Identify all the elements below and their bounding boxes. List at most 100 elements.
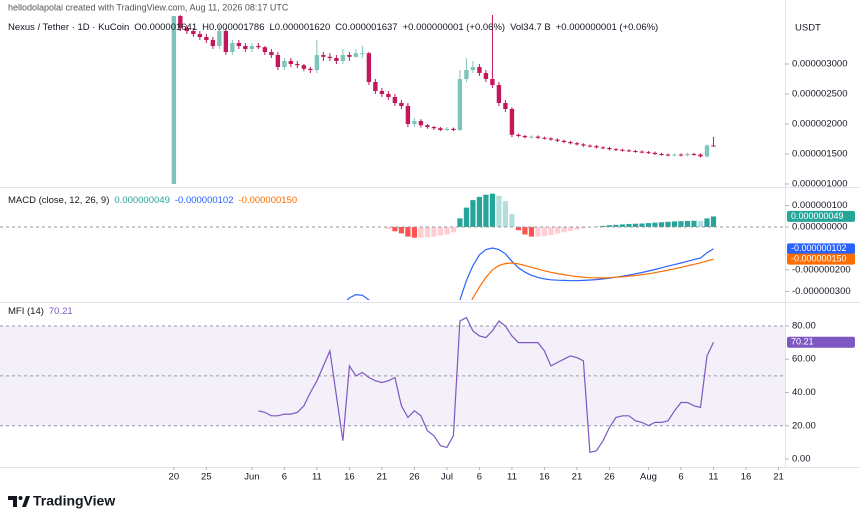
x-tick-label: 11 — [507, 472, 517, 483]
candle-body — [568, 141, 573, 144]
candle-body — [620, 149, 625, 151]
volume: Vol34.7 B — [510, 22, 551, 33]
candle-body — [626, 150, 632, 152]
macd-histogram-bar — [418, 226, 424, 238]
macd-histogram-bar — [639, 223, 645, 227]
x-tick-label: Jun — [244, 472, 259, 483]
candle-body — [548, 138, 554, 140]
x-tick-label: Jul — [441, 472, 453, 483]
ohlc-low: L0.000001620 — [269, 22, 330, 33]
candle-body — [438, 128, 443, 130]
logo-dot — [18, 496, 23, 500]
candle-body — [711, 145, 716, 147]
signal-last: -0.000000150 — [239, 195, 298, 206]
value-badge-label: -0.000000150 — [791, 254, 847, 264]
y-tick-label: 0.000000000 — [792, 221, 847, 232]
macd-histogram-bar — [476, 196, 483, 227]
x-tick-label: 11 — [709, 472, 719, 483]
macd-histogram-bar — [496, 195, 502, 227]
x-tick-label: 21 — [773, 472, 784, 483]
candle-body — [607, 147, 612, 150]
macd-histogram-bar — [567, 226, 574, 231]
ohlc-open: O0.000001641 — [134, 22, 197, 33]
candle-body — [509, 108, 515, 135]
mfi-line — [258, 316, 715, 454]
mfi-legend: MFI (14) 70.21 — [8, 306, 73, 317]
macd-histogram-bar — [463, 207, 470, 227]
candle-body — [542, 137, 547, 139]
candle-body — [496, 85, 502, 103]
macd-last: -0.000000102 — [175, 195, 234, 206]
x-tick-label: 6 — [477, 472, 482, 483]
candle-body — [340, 55, 346, 62]
candle-body — [269, 52, 274, 56]
y-tick-label: 0.00 — [792, 454, 811, 465]
candle-body — [373, 82, 378, 92]
x-tick-label: 21 — [572, 472, 583, 483]
candle-body — [516, 134, 521, 136]
y-tick-label: -0.000000300 — [792, 286, 851, 297]
candle-body — [646, 152, 651, 154]
candle-body — [418, 120, 424, 126]
y-tick-label: 0.000001500 — [792, 149, 847, 160]
candle-body — [600, 147, 606, 149]
value-badge — [787, 253, 855, 265]
candle-body — [535, 136, 541, 138]
candle-body — [249, 46, 255, 50]
x-tick-label: 16 — [539, 472, 550, 483]
candle-body — [191, 31, 196, 35]
candle-body — [594, 146, 599, 148]
macd-histogram-bar — [528, 226, 535, 237]
candle-body — [197, 34, 203, 38]
candle-body — [672, 154, 677, 156]
ohlc-change: +0.000000001 (+0.06%) — [403, 22, 505, 33]
candle-body — [483, 73, 489, 80]
macd-line — [346, 247, 714, 300]
y-tick-label: 20.00 — [792, 420, 816, 431]
macd-histogram-bar — [684, 220, 691, 227]
macd-histogram-bar — [502, 201, 509, 227]
macd-histogram-bar — [658, 222, 665, 227]
candle-body — [412, 120, 417, 124]
macd-histogram-bar — [457, 218, 463, 227]
macd-histogram-bar — [509, 214, 515, 227]
y-tick-label: 0.000001000 — [792, 178, 847, 189]
y-tick-label: 80.00 — [792, 320, 816, 331]
macd-histogram-bar — [424, 226, 431, 238]
candle-body — [444, 128, 450, 130]
y-tick-label: 0.000003000 — [792, 59, 847, 70]
x-tick-label: Aug — [640, 472, 657, 483]
candle-body — [399, 102, 404, 106]
value-badge — [787, 210, 855, 222]
x-tick-label: 6 — [678, 472, 683, 483]
macd-histogram-bar — [626, 223, 632, 227]
logo-slash — [22, 496, 30, 507]
logo-mark — [8, 496, 17, 507]
macd-histogram-bar — [632, 223, 639, 227]
candle-body — [308, 68, 313, 71]
x-tick-label: 6 — [282, 472, 287, 483]
brand-name: TradingView — [33, 493, 115, 509]
candle-body — [353, 53, 359, 57]
candle-body — [347, 55, 352, 57]
candle-body — [613, 149, 619, 151]
candle-body — [490, 79, 495, 86]
candle-body — [217, 31, 222, 47]
candle-body — [275, 55, 281, 68]
candle-body — [704, 145, 710, 157]
candle-body — [561, 140, 567, 142]
macd-histogram-bar — [561, 226, 567, 233]
macd-histogram-bar — [704, 218, 710, 227]
candle-body — [457, 79, 463, 130]
x-tick-label: 16 — [741, 472, 752, 483]
y-tick-label: 0.000002000 — [792, 119, 847, 130]
macd-histogram-bar — [580, 226, 587, 229]
macd-title: MACD (close, 12, 26, 9) — [8, 195, 109, 206]
candle-body — [633, 150, 638, 152]
macd-histogram-bar — [678, 221, 684, 227]
macd-histogram-bar — [535, 226, 541, 237]
macd-histogram-bar — [554, 226, 561, 234]
candle-body — [665, 154, 671, 156]
macd-histogram-bar — [392, 226, 398, 232]
macd-histogram-bar — [574, 226, 580, 230]
